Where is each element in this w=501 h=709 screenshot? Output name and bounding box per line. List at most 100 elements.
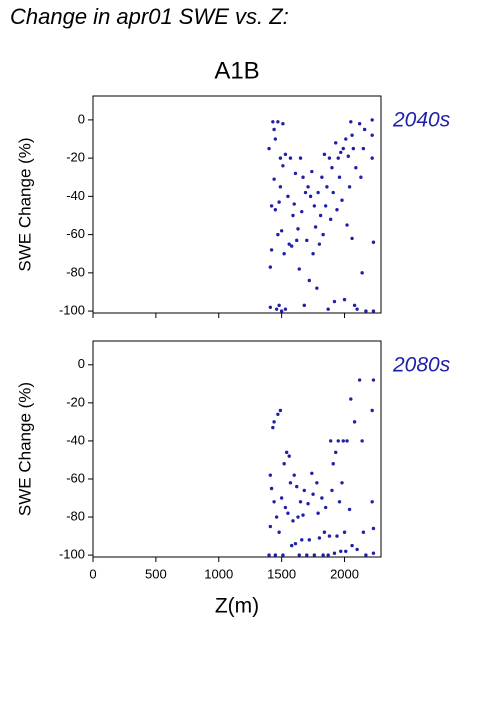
data-point (292, 473, 296, 477)
data-point (352, 303, 357, 308)
data-point (307, 538, 312, 542)
data-point (300, 538, 304, 542)
data-point (342, 530, 347, 534)
data-point (296, 515, 300, 519)
data-point (328, 217, 333, 222)
data-point (269, 204, 274, 208)
data-point (278, 185, 283, 189)
data-point (357, 122, 362, 126)
data-point (268, 524, 273, 529)
data-point (328, 439, 333, 443)
y-axis-label: SWE Change (%) (15, 137, 34, 271)
data-point (334, 141, 338, 145)
data-point (355, 307, 359, 311)
data-point (315, 286, 319, 290)
data-point (330, 165, 334, 170)
data-point (334, 450, 338, 455)
data-point (337, 500, 342, 504)
data-point (354, 165, 358, 170)
data-point (355, 547, 359, 552)
data-point (345, 223, 349, 227)
data-point (273, 208, 278, 212)
data-point (370, 408, 374, 413)
data-point (339, 549, 343, 553)
data-point (272, 500, 276, 504)
data-point (330, 488, 334, 493)
data-point (327, 156, 332, 160)
data-point (291, 519, 295, 523)
x-tick-label: 1500 (267, 566, 296, 581)
data-point (301, 175, 305, 179)
data-point (370, 500, 374, 504)
data-point (349, 397, 353, 401)
data-point (371, 551, 376, 555)
data-point (274, 307, 279, 311)
data-point (274, 515, 279, 519)
data-point (325, 185, 329, 189)
data-point (290, 543, 294, 548)
data-point (300, 209, 304, 214)
y-tick-label: -60 (66, 226, 85, 241)
y-tick-label: -40 (66, 432, 85, 447)
data-point (340, 481, 344, 485)
y-tick-label: -80 (66, 508, 85, 523)
data-point (283, 307, 288, 311)
data-point (344, 137, 348, 141)
data-point (336, 439, 340, 443)
x-tick-label: 2000 (330, 566, 359, 581)
data-point (321, 553, 325, 557)
data-point (283, 505, 288, 510)
data-point (322, 152, 327, 157)
data-point (290, 244, 294, 248)
data-point (288, 156, 293, 160)
data-point (276, 412, 280, 416)
series-label: 2040s (392, 108, 451, 131)
data-point (268, 305, 273, 309)
x-tick-label: 500 (145, 566, 167, 581)
data-point (347, 185, 352, 189)
data-point (277, 200, 281, 204)
data-point (371, 526, 376, 531)
data-point (305, 238, 309, 243)
data-point (345, 439, 349, 443)
data-point (370, 156, 374, 160)
data-point (323, 204, 328, 208)
data-point (281, 164, 285, 168)
data-point (293, 541, 298, 546)
data-point (320, 496, 324, 500)
data-point (296, 227, 300, 231)
data-point (282, 462, 286, 466)
y-axis-label: SWE Change (%) (15, 382, 34, 516)
data-point (276, 120, 280, 124)
data-point (359, 175, 363, 179)
data-point (284, 450, 289, 455)
data-point (315, 481, 319, 485)
y-tick-label: -60 (66, 470, 85, 485)
data-point (321, 232, 325, 237)
x-tick-label: 1000 (204, 566, 233, 581)
data-point (364, 553, 368, 557)
data-point (268, 265, 273, 269)
data-point (351, 146, 356, 151)
y-tick-label: -100 (59, 547, 85, 562)
data-point (370, 133, 374, 137)
data-point (339, 150, 343, 155)
data-point (341, 146, 345, 151)
data-point (326, 307, 330, 311)
data-point (282, 252, 286, 256)
data-point (303, 190, 308, 195)
data-point (361, 530, 366, 534)
plot-frame (92, 95, 382, 314)
data-point (357, 378, 362, 382)
data-point (346, 154, 351, 158)
data-point (341, 439, 345, 443)
data-point (360, 271, 364, 275)
data-point (281, 122, 285, 126)
data-point (311, 252, 315, 256)
y-tick-label: 0 (78, 356, 85, 371)
data-point (267, 146, 271, 151)
data-point (340, 198, 344, 202)
data-point (350, 543, 354, 548)
data-point (327, 534, 332, 538)
y-tick-label: -100 (59, 303, 85, 318)
